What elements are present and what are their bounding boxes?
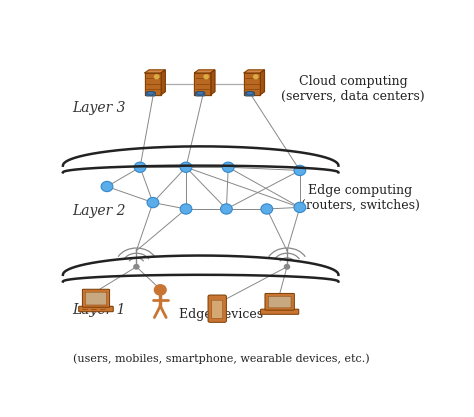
Circle shape <box>101 181 113 192</box>
Polygon shape <box>210 70 215 95</box>
FancyBboxPatch shape <box>245 92 255 96</box>
Ellipse shape <box>147 91 154 95</box>
Circle shape <box>222 162 234 172</box>
Text: (users, mobiles, smartphone, wearable devices, etc.): (users, mobiles, smartphone, wearable de… <box>73 353 369 364</box>
FancyBboxPatch shape <box>261 309 299 314</box>
FancyBboxPatch shape <box>208 295 227 322</box>
Polygon shape <box>161 70 165 95</box>
Text: Layer 3: Layer 3 <box>72 101 126 115</box>
Polygon shape <box>145 70 165 73</box>
Circle shape <box>147 197 159 208</box>
Text: Edge computing
(routers, switches): Edge computing (routers, switches) <box>301 184 420 212</box>
FancyBboxPatch shape <box>212 300 223 319</box>
FancyBboxPatch shape <box>268 296 291 308</box>
FancyBboxPatch shape <box>82 289 109 307</box>
Circle shape <box>294 202 306 213</box>
Circle shape <box>294 165 306 176</box>
Circle shape <box>220 204 232 214</box>
FancyBboxPatch shape <box>265 294 294 310</box>
Polygon shape <box>145 73 161 95</box>
FancyBboxPatch shape <box>195 92 205 96</box>
Circle shape <box>155 75 159 79</box>
Circle shape <box>180 204 192 214</box>
Text: Layer 2: Layer 2 <box>72 203 126 218</box>
Text: Layer 1: Layer 1 <box>72 303 126 317</box>
Polygon shape <box>244 73 260 95</box>
Polygon shape <box>194 73 210 95</box>
Polygon shape <box>244 70 264 73</box>
Circle shape <box>155 285 166 295</box>
Circle shape <box>284 264 290 269</box>
Text: Cloud computing
(servers, data centers): Cloud computing (servers, data centers) <box>281 75 425 103</box>
Text: Edge devices: Edge devices <box>179 309 263 322</box>
Circle shape <box>254 75 258 79</box>
Circle shape <box>261 204 273 214</box>
Circle shape <box>134 162 146 172</box>
Circle shape <box>134 264 139 269</box>
Ellipse shape <box>246 91 254 95</box>
Circle shape <box>204 75 209 79</box>
FancyBboxPatch shape <box>79 306 113 312</box>
Circle shape <box>180 162 192 172</box>
Ellipse shape <box>197 91 204 95</box>
FancyBboxPatch shape <box>85 292 107 305</box>
Polygon shape <box>194 70 215 73</box>
Polygon shape <box>260 70 264 95</box>
FancyBboxPatch shape <box>146 92 155 96</box>
